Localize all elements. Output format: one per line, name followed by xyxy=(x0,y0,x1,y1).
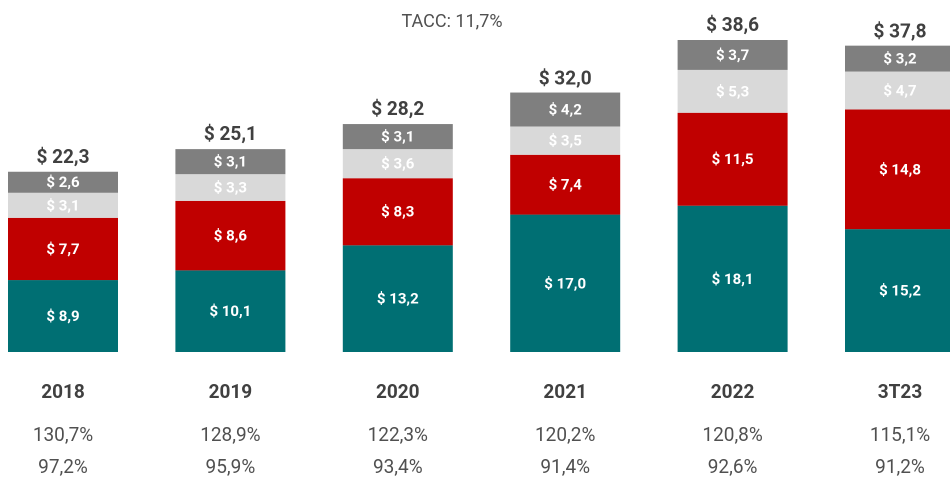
segment-label: $ 18,1 xyxy=(712,270,754,288)
bar-segment xyxy=(342,149,453,179)
segment-label: $ 17,0 xyxy=(544,274,586,292)
bar-segment xyxy=(677,69,788,113)
row-label: 95,9% xyxy=(206,455,256,478)
segment-label: $ 5,3 xyxy=(716,82,749,100)
row-label: 120,8% xyxy=(702,423,762,446)
bar-segment xyxy=(677,40,788,70)
bar-segment xyxy=(845,45,950,72)
bar-segment xyxy=(510,154,621,215)
row-label: 97,2% xyxy=(38,455,88,478)
total-label: $ 38,6 xyxy=(706,13,759,36)
segment-label: $ 2,6 xyxy=(46,173,80,191)
subtitle: TACC: 11,7% xyxy=(401,11,502,32)
segment-label: $ 14,8 xyxy=(879,160,921,178)
category-label: 2020 xyxy=(376,380,420,403)
segment-label: $ 3,7 xyxy=(716,46,749,64)
category-label: 2019 xyxy=(209,380,253,403)
segment-label: $ 3,5 xyxy=(549,132,582,150)
segment-label: $ 10,1 xyxy=(209,302,251,320)
segment-label: $ 4,2 xyxy=(549,100,583,118)
bar-segment xyxy=(8,171,118,193)
bar-segment xyxy=(175,174,286,201)
segment-label: $ 3,1 xyxy=(381,128,414,146)
segment-label: $ 15,2 xyxy=(879,282,921,300)
row-label: 93,4% xyxy=(373,455,423,478)
bar-segment xyxy=(342,245,453,352)
total-label: $ 37,8 xyxy=(873,19,926,42)
row-label: 91,4% xyxy=(540,455,590,478)
row-label: 128,9% xyxy=(200,423,260,446)
total-label: $ 28,2 xyxy=(371,97,424,120)
segment-label: $ 8,6 xyxy=(214,227,248,245)
row-label: 130,7% xyxy=(33,423,93,446)
segment-label: $ 3,3 xyxy=(214,178,247,196)
total-label: $ 22,3 xyxy=(36,145,89,168)
bar-segment xyxy=(8,280,118,352)
segment-label: $ 7,4 xyxy=(549,176,583,194)
segment-label: $ 11,5 xyxy=(712,150,754,168)
bar-segment xyxy=(8,217,118,281)
segment-label: $ 3,2 xyxy=(883,50,917,68)
segment-label: $ 4,7 xyxy=(883,81,916,99)
bar-segment xyxy=(342,124,453,150)
total-label: $ 25,1 xyxy=(204,122,257,145)
category-label: 2021 xyxy=(543,380,587,403)
bar-segment xyxy=(342,178,453,246)
row-label: 115,1% xyxy=(870,423,930,446)
bar-segment xyxy=(845,71,950,110)
bar-segment xyxy=(845,229,950,352)
segment-label: $ 3,1 xyxy=(214,153,247,171)
segment-label: $ 7,7 xyxy=(46,240,79,258)
bar-segment xyxy=(677,205,788,352)
segment-label: $ 13,2 xyxy=(377,290,419,308)
total-label: $ 32,0 xyxy=(539,66,592,89)
bar-segment xyxy=(8,192,118,218)
segment-label: $ 8,9 xyxy=(46,307,79,325)
bar-segment xyxy=(510,126,621,155)
bar-segment xyxy=(175,149,286,175)
category-label: 3T23 xyxy=(878,380,922,403)
segment-label: $ 3,1 xyxy=(46,196,79,214)
bar-segment xyxy=(677,112,788,206)
category-label: 2018 xyxy=(41,380,85,403)
row-label: 120,2% xyxy=(535,423,595,446)
bar-segment xyxy=(175,200,286,271)
bar-segment xyxy=(510,92,621,127)
segment-label: $ 3,6 xyxy=(381,155,415,173)
row-label: 122,3% xyxy=(368,423,428,446)
bar-segment xyxy=(845,109,950,230)
bar-segment xyxy=(510,214,621,352)
row-label: 91,2% xyxy=(875,455,925,478)
segment-label: $ 8,3 xyxy=(381,203,414,221)
bar-segment xyxy=(175,270,286,352)
category-label: 2022 xyxy=(711,380,755,403)
row-label: 92,6% xyxy=(708,455,758,478)
